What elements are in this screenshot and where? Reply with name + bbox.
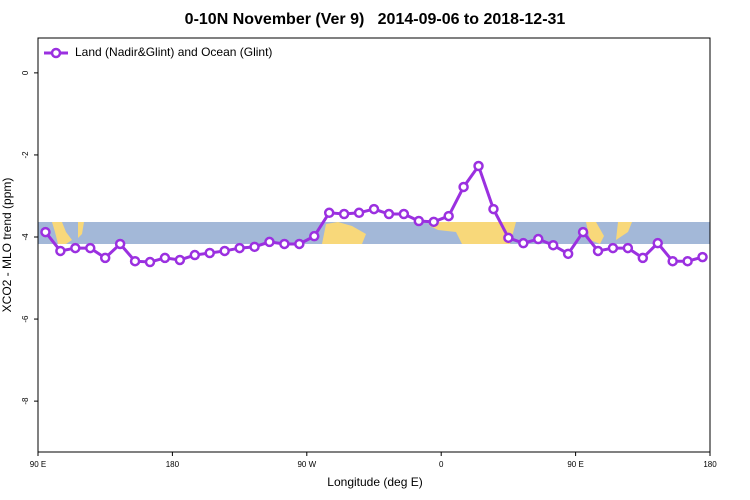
plot-frame xyxy=(37,37,711,453)
y-tick-label: -2 xyxy=(21,151,30,159)
x-tick-label: 0 xyxy=(439,460,444,469)
point xyxy=(533,233,544,245)
point xyxy=(398,208,410,220)
point xyxy=(577,226,589,238)
y-tick-label: -6 xyxy=(21,315,30,323)
x-tick-label: 90 E xyxy=(30,460,46,469)
point xyxy=(547,239,559,251)
point xyxy=(473,160,484,172)
point xyxy=(697,251,708,263)
legend-label: Land (Nadir&Glint) and Ocean (Glint) xyxy=(75,45,272,59)
point xyxy=(294,238,305,250)
point xyxy=(249,241,260,253)
point xyxy=(234,242,245,254)
point xyxy=(264,236,275,248)
x-tick-label: 90 W xyxy=(297,460,316,469)
legend-marker xyxy=(50,47,62,59)
point xyxy=(129,255,141,267)
point xyxy=(159,252,171,264)
point xyxy=(279,238,290,250)
chart-title: 0-10N November (Ver 9) 2014-09-06 to 201… xyxy=(185,11,566,28)
point xyxy=(85,242,96,254)
x-tick-label: 90 E xyxy=(567,460,583,469)
point xyxy=(383,208,395,220)
point xyxy=(338,208,350,220)
point xyxy=(443,210,454,222)
y-tick-label: -4 xyxy=(21,233,30,241)
point xyxy=(309,230,320,242)
point xyxy=(40,226,51,238)
point xyxy=(607,242,619,254)
y-tick-label: 0 xyxy=(21,70,30,75)
point xyxy=(189,249,201,261)
x-tick-label: 180 xyxy=(703,460,717,469)
y-axis-label: XCO2 - MLO trend (ppm) xyxy=(0,178,14,313)
point xyxy=(114,238,126,250)
point xyxy=(353,207,365,219)
point xyxy=(428,216,439,228)
point xyxy=(413,215,425,227)
point xyxy=(70,242,81,254)
x-axis-label: Longitude (deg E) xyxy=(327,475,422,489)
point xyxy=(368,203,380,215)
point xyxy=(219,245,230,257)
point xyxy=(99,252,111,264)
point xyxy=(637,252,649,264)
point xyxy=(503,232,514,244)
point xyxy=(562,248,574,260)
point xyxy=(518,237,529,249)
point xyxy=(667,255,678,267)
point xyxy=(204,247,215,259)
point xyxy=(458,181,469,193)
point xyxy=(144,256,156,268)
point xyxy=(323,207,335,219)
point xyxy=(592,245,604,257)
x-tick-label: 180 xyxy=(166,460,180,469)
point xyxy=(622,242,634,254)
point xyxy=(55,245,66,257)
point xyxy=(682,255,693,267)
point xyxy=(488,203,499,215)
y-tick-label: -8 xyxy=(21,397,30,405)
map-strip xyxy=(38,222,710,244)
point xyxy=(174,254,186,266)
point xyxy=(652,237,663,249)
